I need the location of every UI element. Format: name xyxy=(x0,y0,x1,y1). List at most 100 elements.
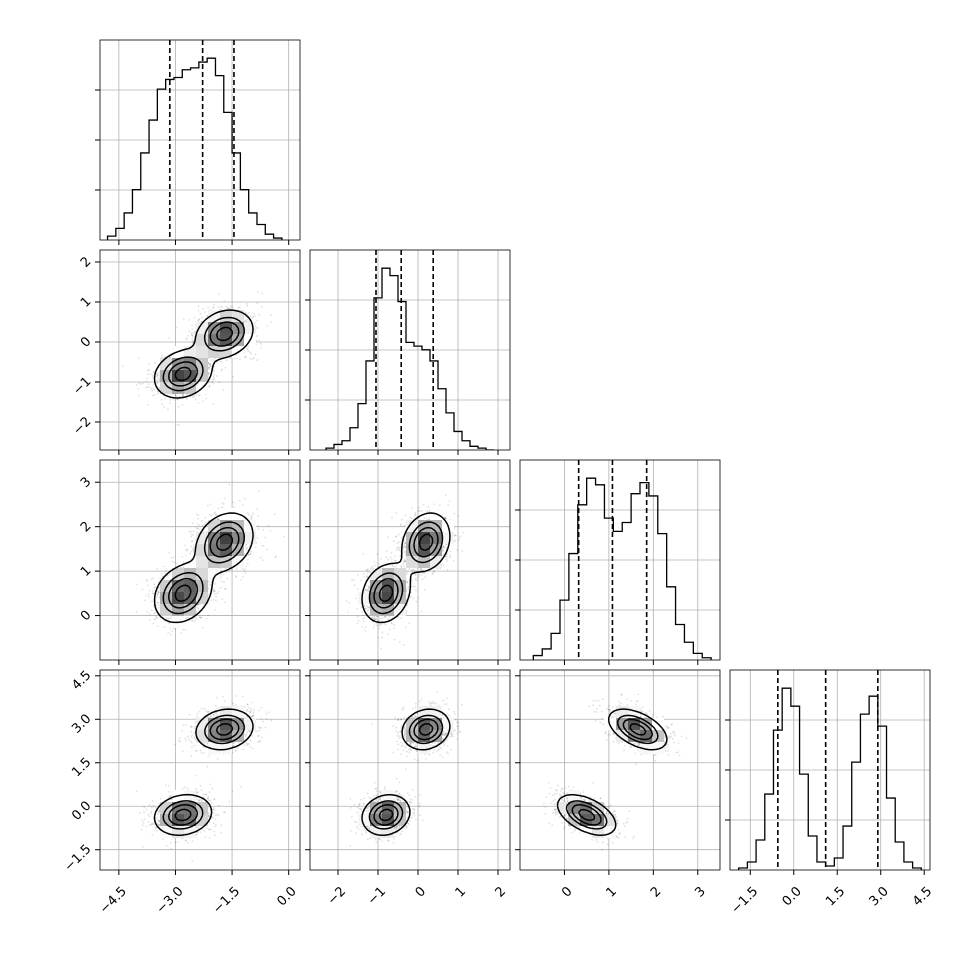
scatter-point xyxy=(224,587,227,590)
scatter-point xyxy=(386,633,389,635)
scatter-point xyxy=(208,593,210,596)
scatter-point xyxy=(449,556,451,559)
scatter-point xyxy=(213,365,216,368)
scatter-point xyxy=(202,400,204,403)
scatter-point xyxy=(210,381,213,384)
scatter-point xyxy=(199,603,201,606)
density-cell xyxy=(160,604,172,616)
scatter-point xyxy=(169,398,172,401)
scatter-point xyxy=(225,571,228,573)
scatter-point xyxy=(192,340,194,342)
scatter-point xyxy=(225,305,227,308)
density-cell xyxy=(208,568,220,580)
scatter-point xyxy=(156,390,159,393)
scatter-point xyxy=(182,317,185,320)
axes-frame xyxy=(729,669,931,871)
axes-frame xyxy=(99,459,301,661)
scatter-point xyxy=(262,545,265,547)
contour-level-1 xyxy=(153,309,254,399)
scatter-point xyxy=(162,565,165,568)
scatter-point xyxy=(165,616,168,619)
scatter-point xyxy=(367,587,370,589)
scatter-point xyxy=(196,513,198,516)
scatter-point xyxy=(250,352,252,355)
scatter-point xyxy=(414,574,417,577)
scatter-point xyxy=(405,590,408,593)
scatter-point xyxy=(235,575,238,577)
scatter-point xyxy=(353,584,356,586)
scatter-point xyxy=(366,576,368,578)
scatter-point xyxy=(148,619,151,622)
scatter-point xyxy=(250,516,253,519)
scatter-point xyxy=(415,577,417,580)
scatter-point xyxy=(442,546,445,548)
scatter-point xyxy=(253,312,256,315)
scatter-point xyxy=(260,347,262,349)
scatter-point xyxy=(156,596,158,599)
scatter-point xyxy=(421,578,424,581)
scatter-point xyxy=(198,524,201,527)
scatter-point xyxy=(458,538,460,541)
scatter-point xyxy=(357,620,360,622)
scatter-point xyxy=(402,544,405,547)
scatter-point xyxy=(218,293,221,295)
density-cell xyxy=(196,568,208,580)
scatter-point xyxy=(214,609,216,611)
scatter-point xyxy=(410,569,413,571)
scatter-point xyxy=(414,513,417,516)
scatter-point xyxy=(151,389,154,392)
scatter-point xyxy=(207,614,210,617)
scatter-point xyxy=(209,365,211,368)
scatter-point xyxy=(405,571,408,573)
scatter-point xyxy=(449,555,452,557)
scatter-point xyxy=(191,522,194,525)
scatter-point xyxy=(190,540,193,543)
scatter-point xyxy=(396,549,398,552)
scatter-point xyxy=(160,573,163,575)
scatter-point xyxy=(413,570,416,572)
scatter-point xyxy=(446,560,449,562)
scatter-point xyxy=(222,502,225,505)
scatter-point xyxy=(168,337,171,339)
scatter-point xyxy=(201,519,203,522)
scatter-point xyxy=(251,517,253,519)
scatter-point xyxy=(147,593,150,595)
scatter-point xyxy=(160,398,163,401)
scatter-point xyxy=(176,398,179,401)
scatter-point xyxy=(251,514,253,517)
scatter-point xyxy=(257,291,259,294)
scatter-point xyxy=(367,613,370,615)
scatter-point xyxy=(153,612,156,615)
scatter-point xyxy=(252,512,255,514)
scatter-point xyxy=(197,402,200,404)
scatter-point xyxy=(135,610,138,613)
scatter-point xyxy=(191,324,193,327)
scatter-point xyxy=(197,319,199,322)
density-cell xyxy=(184,358,196,370)
scatter-point xyxy=(245,547,248,550)
scatter-point xyxy=(213,512,216,515)
scatter-point xyxy=(420,569,423,571)
scatter-point xyxy=(410,595,412,598)
scatter-point xyxy=(411,507,414,510)
scatter-point xyxy=(209,363,212,365)
scatter-point xyxy=(193,316,196,319)
scatter-point xyxy=(433,503,436,506)
scatter-point xyxy=(190,530,193,533)
density-cell xyxy=(184,568,196,580)
scatter-point xyxy=(146,580,149,583)
density-cell xyxy=(184,580,196,592)
scatter-point xyxy=(211,380,214,383)
scatter-point xyxy=(209,363,211,366)
scatter-point xyxy=(209,503,212,506)
scatter-point xyxy=(216,518,219,521)
scatter-point xyxy=(147,584,149,587)
scatter-point xyxy=(244,572,247,574)
scatter-point xyxy=(235,568,238,571)
scatter-point xyxy=(216,592,219,595)
scatter-point xyxy=(394,559,396,562)
scatter-point xyxy=(364,607,367,610)
scatter-point xyxy=(362,572,365,575)
scatter-point xyxy=(226,359,228,362)
scatter-point xyxy=(396,547,399,549)
